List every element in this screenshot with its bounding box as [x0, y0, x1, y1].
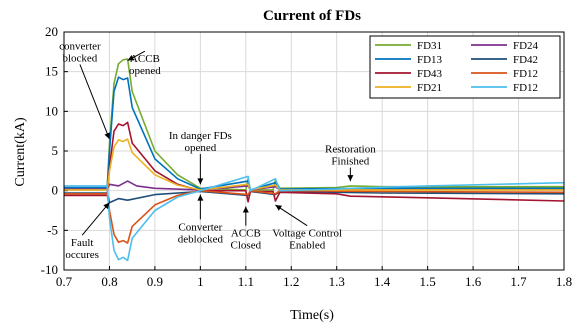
x-tick-label: 1.1 [238, 274, 254, 289]
legend-label: FD12 [513, 68, 538, 80]
annotation-arrow-line [81, 202, 110, 236]
x-tick-label: 1.7 [510, 274, 527, 289]
legend-label: FD42 [513, 54, 538, 66]
x-tick-label: 0.8 [101, 274, 117, 289]
x-tick-label: 0.7 [56, 274, 73, 289]
annotation-text: Finished [331, 156, 369, 168]
annotation-arrowhead [197, 194, 204, 201]
legend-entry: FD31 [375, 40, 442, 52]
legend-entry: FD12 [471, 68, 538, 80]
x-tick-label: 1 [197, 274, 204, 289]
plot-area-frame [63, 31, 565, 271]
y-axis-label: Current(kA) [13, 117, 28, 187]
x-tick-label: 1.3 [329, 274, 345, 289]
legend-label: FD13 [417, 54, 443, 66]
legend-label: FD31 [417, 40, 442, 52]
x-tick-label: 1.8 [556, 274, 572, 289]
annotation-text: Converter [178, 221, 222, 233]
series-line-fd12-5 [64, 189, 565, 244]
axis-ticks: 0.7 0.8 0.9 1 1.1 1.2 1.3 1.4 1.5 1.6 1.7 1.8 -10 -5 0… [41, 24, 572, 289]
y-tick-label: -10 [41, 262, 58, 277]
series-line-fd21-6 [64, 138, 564, 191]
y-tick-label: 5 [52, 143, 59, 158]
annotation-text: Voltage Control [272, 228, 342, 240]
annotation-arrowhead [275, 204, 283, 211]
legend-label: FD24 [513, 40, 539, 52]
annotation-text: Fault [71, 237, 94, 249]
y-tick-label: 20 [45, 24, 58, 39]
x-axis-label: Time(s) [290, 308, 334, 323]
annotation-text: blocked [62, 52, 97, 64]
x-tick-label: 1.2 [283, 274, 299, 289]
annotation-text: ACCB [231, 228, 261, 240]
annotation-text: opened [184, 142, 216, 154]
annotation-arrowhead [104, 132, 111, 140]
annotation-arrowhead [127, 55, 135, 61]
x-tick-label: 1.4 [374, 274, 391, 289]
x-tick-label: 1.5 [420, 274, 436, 289]
legend-label: FD12 [513, 82, 538, 94]
series-line-fd12-7 [64, 175, 565, 262]
annotation-arrowhead [347, 175, 354, 182]
y-tick-label: 10 [45, 103, 58, 118]
annotation-arrow-line [275, 204, 308, 227]
annotation-text: In danger FDs [169, 130, 232, 142]
x-tick-label: 1.6 [465, 274, 482, 289]
y-tick-label: 0 [52, 183, 59, 198]
series-lines [64, 58, 565, 262]
annotation-text: opened [129, 65, 161, 77]
x-tick-label: 0.9 [147, 274, 163, 289]
annotation-text: Closed [231, 240, 262, 252]
legend-entry: FD21 [375, 82, 442, 94]
annotation-arrow-line [79, 64, 110, 140]
legend-entry: FD24 [471, 40, 539, 52]
y-tick-label: 15 [45, 64, 58, 79]
annotation-text: converter [59, 40, 101, 52]
annotation-arrowhead [103, 202, 110, 210]
legend-entry: FD13 [375, 54, 443, 66]
legend-entry: FD42 [471, 54, 538, 66]
annotation-text: Restoration [325, 144, 376, 156]
legend-label: FD43 [417, 68, 443, 80]
annotation-arrowhead [242, 206, 249, 213]
y-tick-label: -5 [47, 222, 58, 237]
legend-label: FD21 [417, 82, 442, 94]
legend: FD31 FD24 FD13 FD42 FD43 FD12 FD21 FD12 [369, 35, 561, 99]
annotation-text: Enabled [289, 240, 326, 252]
chart-title: Current of FDs [263, 8, 361, 24]
annotation-text: occures [65, 249, 99, 261]
annotation-text: ACCB [130, 53, 160, 65]
legend-entry: FD43 [375, 68, 443, 80]
legend-entry: FD12 [471, 82, 538, 94]
annotation-arrowhead [197, 178, 204, 185]
annotation-text: deblocked [178, 233, 224, 245]
